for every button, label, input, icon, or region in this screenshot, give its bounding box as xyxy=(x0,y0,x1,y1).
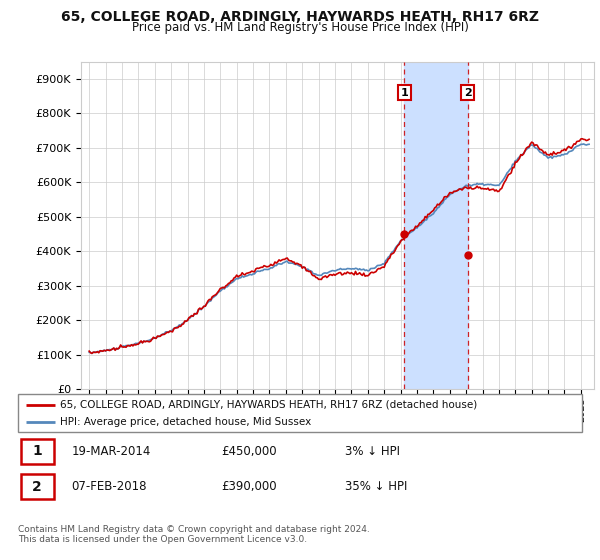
Text: 65, COLLEGE ROAD, ARDINGLY, HAYWARDS HEATH, RH17 6RZ: 65, COLLEGE ROAD, ARDINGLY, HAYWARDS HEA… xyxy=(61,10,539,24)
Text: Price paid vs. HM Land Registry's House Price Index (HPI): Price paid vs. HM Land Registry's House … xyxy=(131,21,469,34)
FancyBboxPatch shape xyxy=(18,394,582,432)
Text: 35% ↓ HPI: 35% ↓ HPI xyxy=(345,480,407,493)
Text: This data is licensed under the Open Government Licence v3.0.: This data is licensed under the Open Gov… xyxy=(18,535,307,544)
Text: 2: 2 xyxy=(464,88,472,98)
Text: 19-MAR-2014: 19-MAR-2014 xyxy=(71,445,151,458)
FancyBboxPatch shape xyxy=(21,439,53,464)
Bar xyxy=(404,62,468,389)
Text: 2: 2 xyxy=(32,479,42,494)
Text: 3% ↓ HPI: 3% ↓ HPI xyxy=(345,445,400,458)
Text: HPI: Average price, detached house, Mid Sussex: HPI: Average price, detached house, Mid … xyxy=(60,417,311,427)
Text: Contains HM Land Registry data © Crown copyright and database right 2024.: Contains HM Land Registry data © Crown c… xyxy=(18,525,370,534)
Text: 07-FEB-2018: 07-FEB-2018 xyxy=(71,480,147,493)
Text: 1: 1 xyxy=(32,445,42,458)
Text: 1: 1 xyxy=(400,88,408,98)
Text: 65, COLLEGE ROAD, ARDINGLY, HAYWARDS HEATH, RH17 6RZ (detached house): 65, COLLEGE ROAD, ARDINGLY, HAYWARDS HEA… xyxy=(60,399,478,409)
FancyBboxPatch shape xyxy=(21,474,53,499)
Text: £390,000: £390,000 xyxy=(221,480,277,493)
Text: £450,000: £450,000 xyxy=(221,445,277,458)
